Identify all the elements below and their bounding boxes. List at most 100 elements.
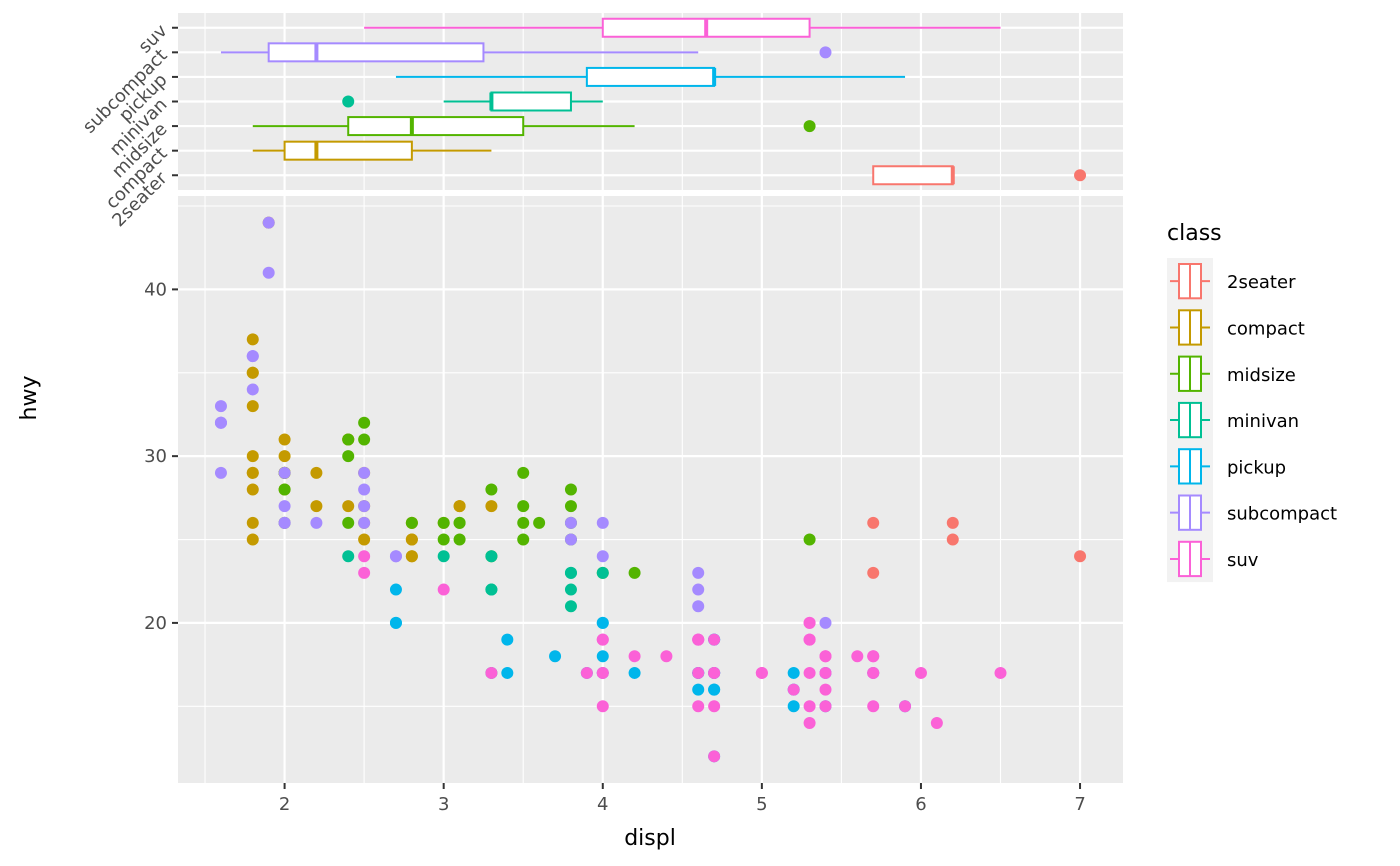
point-suv — [485, 666, 498, 679]
x-axis-title: displ — [624, 826, 676, 851]
point-subcompact — [389, 550, 402, 563]
point-suv — [803, 666, 816, 679]
point-midsize — [437, 533, 450, 546]
legend-item-minivan: minivan — [1170, 401, 1299, 439]
point-pickup — [708, 683, 721, 696]
point-subcompact — [596, 516, 609, 529]
point-midsize — [453, 516, 466, 529]
y-axis-ticks: 20 30 40 — [144, 279, 178, 634]
point-suv — [803, 616, 816, 629]
point-midsize — [564, 500, 577, 513]
point-compact — [405, 550, 418, 563]
point-suv — [787, 683, 800, 696]
scatter-gridlines — [178, 196, 1123, 783]
legend-label: subcompact — [1227, 504, 1337, 525]
point-2seater — [867, 566, 880, 579]
point-suv — [596, 666, 609, 679]
point-midsize — [517, 500, 530, 513]
x-tick-label: 2 — [279, 794, 290, 815]
point-compact — [453, 500, 466, 513]
box-iqr — [585, 66, 716, 87]
box-minivan — [342, 91, 603, 112]
point-pickup — [501, 666, 514, 679]
point-suv — [819, 700, 832, 713]
point-pickup — [787, 700, 800, 713]
point-compact — [246, 366, 259, 379]
x-tick-label: 7 — [1074, 794, 1085, 815]
point-midsize — [485, 483, 498, 496]
point-2seater — [867, 516, 880, 529]
point-suv — [930, 716, 943, 729]
point-compact — [246, 466, 259, 479]
point-suv — [994, 666, 1007, 679]
point-suv — [708, 700, 721, 713]
point-compact — [246, 516, 259, 529]
point-suv — [628, 650, 641, 663]
point-minivan — [342, 550, 355, 563]
point-compact — [246, 400, 259, 413]
box-iqr — [490, 91, 572, 112]
point-pickup — [501, 633, 514, 646]
point-minivan — [437, 550, 450, 563]
box-outlier — [819, 46, 832, 59]
box-outlier — [803, 120, 816, 133]
point-suv — [867, 666, 880, 679]
point-suv — [755, 666, 768, 679]
point-suv — [819, 666, 832, 679]
box-iqr — [872, 165, 954, 186]
point-minivan — [596, 566, 609, 579]
y-tick-label: 20 — [144, 613, 167, 634]
point-midsize — [437, 516, 450, 529]
point-midsize — [342, 450, 355, 463]
box-compact — [252, 140, 492, 161]
point-suv — [692, 633, 705, 646]
point-suv — [803, 633, 816, 646]
point-suv — [437, 583, 450, 596]
legend-item-2seater: 2seater — [1170, 263, 1296, 300]
box-iqr — [347, 116, 525, 137]
point-midsize — [533, 516, 546, 529]
point-suv — [803, 700, 816, 713]
point-subcompact — [214, 466, 227, 479]
point-suv — [914, 666, 927, 679]
point-pickup — [787, 666, 800, 679]
point-suv — [358, 566, 371, 579]
point-compact — [246, 533, 259, 546]
point-suv — [708, 666, 721, 679]
point-pickup — [692, 683, 705, 696]
point-subcompact — [358, 483, 371, 496]
point-compact — [358, 533, 371, 546]
point-subcompact — [246, 383, 259, 396]
point-compact — [485, 500, 498, 513]
legend-item-suv: suv — [1170, 540, 1259, 578]
point-suv — [692, 700, 705, 713]
x-tick-label: 4 — [597, 794, 608, 815]
point-midsize — [342, 433, 355, 446]
point-compact — [405, 533, 418, 546]
point-subcompact — [692, 566, 705, 579]
point-subcompact — [278, 466, 291, 479]
point-suv — [708, 633, 721, 646]
point-midsize — [278, 483, 291, 496]
point-suv — [819, 683, 832, 696]
legend-label: suv — [1227, 550, 1259, 571]
scatter-points — [214, 216, 1087, 763]
x-tick-label: 3 — [438, 794, 449, 815]
point-suv — [580, 666, 593, 679]
x-tick-label: 5 — [756, 794, 767, 815]
point-midsize — [358, 416, 371, 429]
legend-label: midsize — [1227, 365, 1296, 386]
box-outlier — [342, 95, 355, 108]
box-midsize — [252, 116, 816, 137]
point-2seater — [946, 516, 959, 529]
point-subcompact — [596, 550, 609, 563]
point-suv — [358, 550, 371, 563]
point-subcompact — [358, 500, 371, 513]
point-midsize — [517, 533, 530, 546]
point-subcompact — [262, 216, 275, 229]
scatter-panel: 2 3 4 5 6 7 20 30 40 — [144, 196, 1123, 815]
point-subcompact — [819, 616, 832, 629]
box-2seater — [872, 165, 1087, 186]
boxplot-y-ticks: 2seatercompactmidsizeminivanpickupsubcom… — [79, 20, 178, 231]
